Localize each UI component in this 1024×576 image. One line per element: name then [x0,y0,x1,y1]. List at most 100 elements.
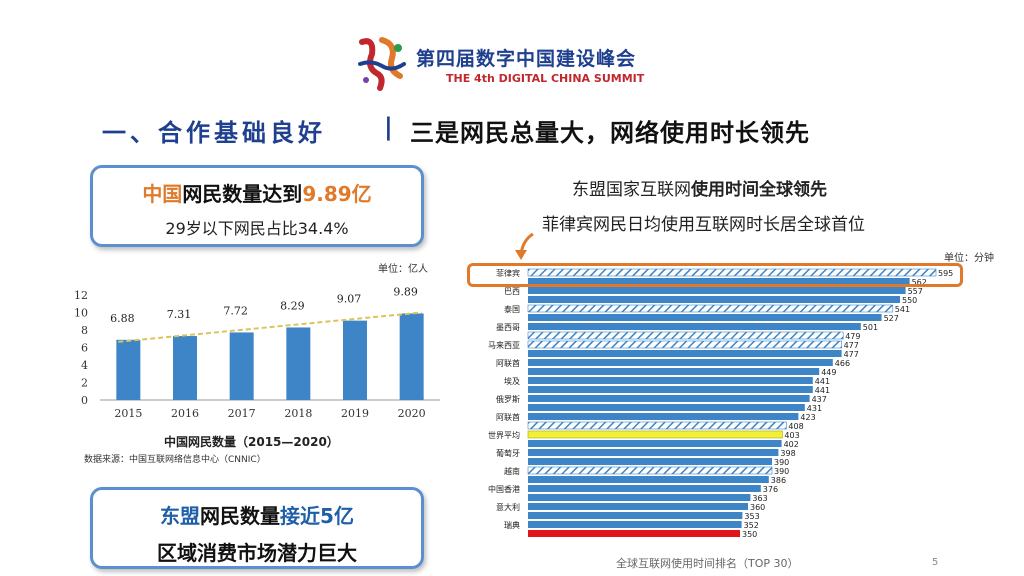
ranking-bar [528,458,772,465]
callout-subtext: 29岁以下网民占比34.4% [165,219,349,238]
philippines-highlight-frame [467,263,963,287]
ranking-bar [528,485,761,492]
ranking-value: 352 [744,521,759,530]
ranking-bar [528,413,799,420]
ranking-value: 353 [744,512,759,521]
callout-highlight: 接近5亿 [280,504,354,528]
ranking-value: 477 [844,350,859,359]
ranking-bar [528,395,810,402]
summit-title-cn: 第四届数字中国建设峰会 [416,48,637,70]
y-tick-label: 2 [81,377,88,390]
ranking-bar [527,466,773,475]
summit-title-en: THE 4th DIGITAL CHINA SUMMIT [446,72,645,85]
ranking-value: 449 [821,368,836,377]
y-tick-label: 4 [81,359,88,372]
x-tick-label: 2019 [341,407,369,420]
ranking-bar [527,421,787,430]
chart-unit: 单位：亿人 [378,264,428,275]
ranking-bar [528,287,906,294]
ranking-value: 423 [800,413,815,422]
y-tick-label: 10 [74,307,88,320]
ranking-bar [528,386,813,393]
ranking-footer: 全球互联网使用时间排名（TOP 30） [616,557,799,570]
ranking-label: 中国香港 [488,484,520,494]
data-label: 9.89 [393,285,418,298]
bar [229,332,254,400]
ranking-bar [527,304,894,313]
ranking-label: 世界平均 [488,430,520,440]
ranking-value: 562 [912,278,927,287]
pointer-arrow-icon [515,232,534,260]
callout-part: 东盟 [160,504,201,528]
ranking-unit: 单位：分钟 [944,253,994,264]
ranking-label: 墨西哥 [496,323,520,332]
x-tick-label: 2020 [398,407,426,420]
data-label: 7.72 [223,304,248,317]
x-tick-label: 2016 [171,407,199,420]
ranking-label: 泰国 [504,304,520,314]
ranking-value: 402 [784,440,799,449]
ranking-value: 557 [908,287,923,296]
ranking-value: 501 [863,323,878,332]
y-tick-label: 0 [81,394,88,407]
ranking-bar [528,323,861,330]
callout-part: 网民数量达到 [182,182,303,206]
ranking-value: 477 [844,341,859,350]
ranking-bar [528,521,742,528]
ranking-value: 466 [835,359,850,368]
summit-logo [358,37,406,91]
data-label: 9.07 [337,293,362,306]
x-tick-label: 2015 [114,407,142,420]
ranking-bar [528,512,743,519]
y-tick-label: 12 [74,289,88,302]
ranking-bar [528,314,882,321]
ranking-bar [528,494,751,501]
ranking-value: 595 [938,269,953,278]
ranking-bar [528,476,769,483]
ranking-label: 埃及 [504,376,520,386]
asean-netizens-callout: 东盟网民数量接近5亿 区域消费市场潜力巨大 [90,487,424,569]
ranking-value: 527 [884,314,899,323]
y-tick-label: 8 [81,324,88,337]
page-number: 5 [932,557,939,568]
section-title: 一、合作基础良好 [102,119,326,147]
right-title: 东盟国家互联网使用时间全球领先 [572,175,827,200]
bar [286,327,311,400]
ranking-bar [528,296,900,303]
ranking-value: 541 [895,305,910,314]
bar [116,339,141,400]
y-tick-label: 6 [81,342,88,355]
china-netizens-callout: 中国网民数量达到9.89亿 29岁以下网民占比34.4% [90,165,424,247]
ranking-label: 菲律宾 [496,268,520,278]
slide-topic: 三是网民总量大，网络使用时长领先 [410,119,810,147]
data-label: 6.88 [110,312,135,325]
ranking-value: 437 [812,395,827,404]
data-label: 7.31 [167,308,192,321]
ranking-value: 363 [752,494,767,503]
ranking-value: 408 [788,422,803,431]
ranking-label: 阿联酋 [496,358,520,368]
ranking-bar [528,404,805,411]
ranking-label: 马来西亚 [488,341,520,350]
ranking-label: 越南 [504,466,520,476]
ranking-value: 390 [774,467,789,476]
callout-highlight: 9.89亿 [302,182,372,206]
ranking-bar [528,449,779,456]
ranking-bar [528,278,910,285]
ranking-bar [528,377,813,384]
ranking-label: 巴西 [504,287,520,296]
ranking-value: 390 [774,458,789,467]
ranking-value: 398 [780,449,795,458]
ranking-value: 441 [815,377,830,386]
headline-separator: | [384,113,393,141]
ranking-label: 葡萄牙 [496,448,520,458]
ranking-bar [528,503,748,510]
callout-part: 网民数量 [200,504,281,528]
ranking-bar [528,530,740,537]
ranking-label: 俄罗斯 [496,394,520,404]
ranking-value: 441 [815,386,830,395]
internet-time-ranking-chart: 595菲律宾562557巴西550541泰国527501墨西哥479477马来西… [488,268,953,539]
right-title-bold: 使用时间全球领先 [691,180,827,200]
ranking-value: 386 [771,476,786,485]
ranking-value: 376 [763,485,778,494]
